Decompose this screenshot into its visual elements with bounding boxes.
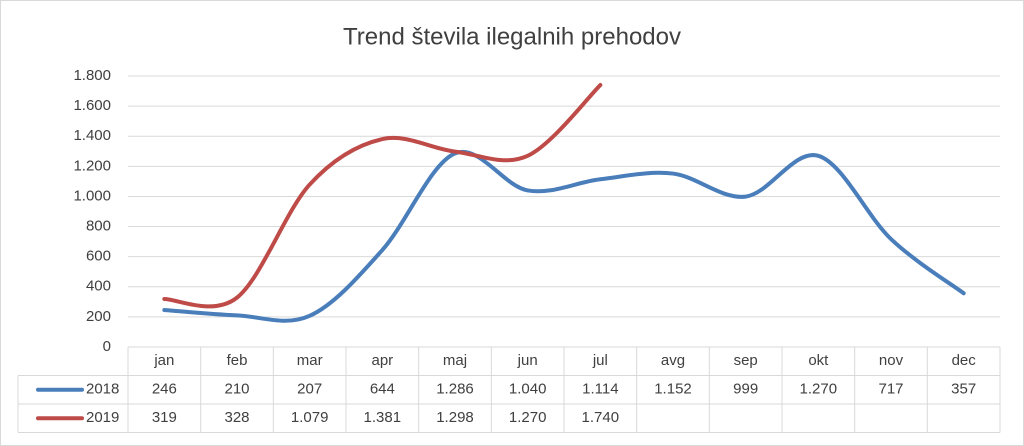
x-tick-label: jul: [592, 352, 608, 369]
x-tick-label: avg: [661, 352, 685, 369]
y-tick-label: 1.400: [73, 127, 111, 144]
x-tick-label: dec: [952, 352, 977, 369]
legend-label: 2019: [86, 409, 119, 426]
series-line: [162, 149, 966, 323]
table-value: 1.298: [436, 409, 474, 426]
table-value: 1.740: [582, 409, 620, 426]
table-value: 246: [152, 381, 177, 398]
table-value: 1.040: [509, 381, 547, 398]
x-tick-label: nov: [879, 352, 904, 369]
legend-label: 2018: [86, 381, 119, 398]
y-tick-label: 200: [86, 308, 111, 325]
table-value: 328: [224, 409, 249, 426]
y-tick-label: 800: [86, 218, 111, 235]
y-tick-label: 400: [86, 278, 111, 295]
x-tick-label: jun: [517, 352, 538, 369]
y-tick-label: 0: [103, 338, 111, 355]
table-value: 1.270: [509, 409, 547, 426]
y-tick-label: 1.200: [73, 157, 111, 174]
table-value: 1.114: [582, 381, 618, 398]
table-value: 319: [152, 409, 177, 426]
y-tick-label: 1.800: [73, 67, 111, 84]
table-value: 1.079: [291, 409, 329, 426]
chart-title: Trend števila ilegalnih prehodov: [343, 23, 681, 50]
x-tick-label: sep: [734, 352, 758, 369]
x-tick-label: jan: [153, 352, 174, 369]
x-tick-label: apr: [371, 352, 393, 369]
table-value: 644: [370, 381, 395, 398]
x-tick-label: feb: [227, 352, 248, 369]
table-value: 999: [733, 381, 758, 398]
y-tick-label: 1.000: [73, 187, 111, 204]
table-value: 717: [878, 381, 903, 398]
table-value: 1.286: [436, 381, 474, 398]
x-tick-label: okt: [808, 352, 829, 369]
x-tick-label: maj: [443, 352, 467, 369]
table-value: 1.381: [364, 409, 402, 426]
table-value: 1.270: [800, 381, 838, 398]
series-line: [162, 83, 603, 309]
y-tick-label: 600: [86, 248, 111, 265]
table-value: 1.152: [654, 381, 692, 398]
y-tick-label: 1.600: [73, 97, 111, 114]
table-value: 207: [297, 381, 322, 398]
table-value: 210: [224, 381, 249, 398]
x-tick-label: mar: [297, 352, 323, 369]
table-value: 357: [951, 381, 976, 398]
